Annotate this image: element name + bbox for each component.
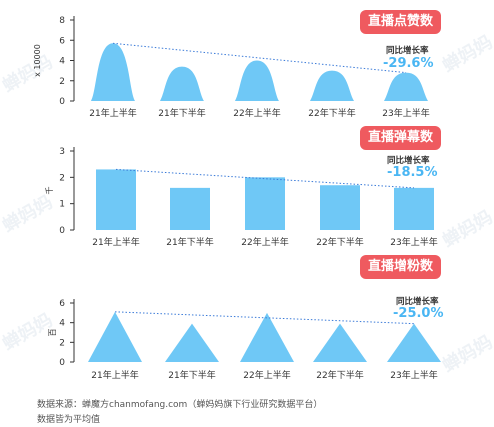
bar [165,323,219,362]
chart-title-badge: 直播弹幕数 [360,126,442,150]
x-tick-label: 22年上半年 [243,369,290,381]
danmaku-chart: 0 1 2 3 千 21年上半年 21年下半年 22年上半年 22年下半年 23年上半年 [44,147,438,248]
yoy-value: -29.6% [383,56,434,71]
data-source: 数据来源：蝉魔方chanmofang.com（蝉妈妈旗下行业研究数据平台） [37,400,323,410]
y-tick-label: 8 [59,16,65,26]
x-tick-label: 22年下半年 [316,236,363,248]
yoy-label: 同比增长率 [387,156,430,166]
bar [235,60,279,101]
fans-chart: 0 2 4 6 百 21年上半年 21年下半年 22年上半年 22年下半年 23年上半年 [48,299,441,381]
x-tick-label: 22年上半年 [241,236,288,248]
x-tick-label: 23年上半年 [390,236,437,248]
bar [88,311,142,362]
x-tick-label: 21年上半年 [91,369,138,381]
bar [160,66,204,101]
x-tick-label: 21年下半年 [166,236,213,248]
x-tick-label: 21年上半年 [89,107,136,119]
data-note: 数据皆为平均值 [37,415,101,425]
bar [240,312,294,362]
x-tick-label: 23年上半年 [390,369,437,381]
x-tick-label: 21年上半年 [92,236,139,248]
y-tick-label: 2 [59,338,65,348]
x-tick-label: 21年下半年 [158,107,205,119]
bar [313,323,367,362]
y-axis-label: x 10000 [33,44,42,77]
y-tick-label: 4 [59,319,65,329]
chart-title-badge: 直播增粉数 [360,255,442,279]
y-tick-label: 0 [59,358,65,368]
y-tick-label: 2 [59,77,65,87]
bar [387,323,441,362]
y-tick-label: 0 [59,97,65,107]
bar [170,187,210,230]
y-tick-label: 2 [59,173,65,183]
y-tick-label: 1 [59,200,65,210]
x-tick-label: 22年下半年 [308,107,355,119]
bar [96,169,136,230]
x-tick-label: 21年下半年 [168,369,215,381]
yoy-label: 同比增长率 [396,297,439,307]
y-axis-label: 千 [44,187,54,195]
bar [394,187,434,230]
trend-line [115,168,415,189]
yoy-value: -18.5% [387,165,438,180]
trend-line [114,311,415,325]
x-tick-label: 22年上半年 [233,107,280,119]
y-axis-label: 百 [48,329,57,337]
y-tick-label: 3 [59,147,65,157]
yoy-label: 同比增长率 [386,46,429,56]
bar [91,43,135,101]
y-tick-label: 4 [59,57,65,67]
bar [245,177,285,230]
fans-chart-panel: 0 2 4 6 百 21年上半年 21年下半年 22年上半年 22年下半年 23年上半年 直播增粉… [0,250,494,390]
chart-title-badge: 直播点赞数 [360,10,442,34]
x-tick-label: 23年上半年 [382,107,429,119]
bar [384,72,428,101]
danmaku-chart-panel: 0 1 2 3 千 21年上半年 21年下半年 22年上半年 22年下半年 23年上半年 直播弹幕… [0,118,494,248]
x-tick-label: 22年下半年 [316,369,363,381]
likes-chart-panel: 0 2 4 6 8 x 10000 21年上半年 21年下半年 22年上半年 22年下半年 23年上… [0,0,494,119]
bar [310,70,354,101]
bar [320,185,360,230]
yoy-value: -25.0% [393,306,444,321]
trend-line [112,42,407,74]
y-tick-label: 6 [59,299,65,309]
likes-chart: 0 2 4 6 8 x 10000 21年上半年 21年下半年 22年上半年 22年下半年 23年上… [33,16,430,119]
y-tick-label: 6 [59,36,65,46]
y-tick-label: 0 [59,226,65,236]
